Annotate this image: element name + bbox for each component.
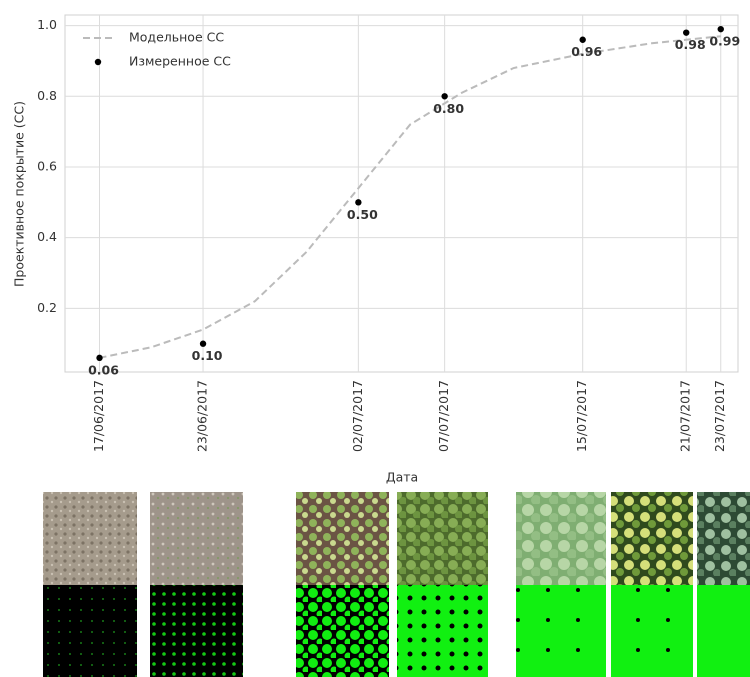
photo xyxy=(397,492,488,585)
y-tick-label: 0.2 xyxy=(37,300,57,315)
x-tick-label: 17/06/2017 xyxy=(91,380,106,452)
photo xyxy=(296,492,389,585)
data-label: 0.96 xyxy=(571,44,602,59)
data-label: 0.06 xyxy=(88,362,119,377)
data-point xyxy=(96,355,102,361)
data-label: 0.50 xyxy=(347,207,378,222)
y-tick-label: 0.8 xyxy=(37,88,57,103)
y-tick-label: 0.6 xyxy=(37,158,57,173)
data-point xyxy=(579,37,585,43)
data-label: 0.98 xyxy=(675,37,706,52)
data-point xyxy=(355,199,361,205)
plot-area xyxy=(65,15,738,372)
data-label: 0.10 xyxy=(192,348,223,363)
photo xyxy=(697,492,750,585)
legend-label: Измеренное СС xyxy=(129,54,231,69)
photo xyxy=(516,492,606,585)
photo xyxy=(43,492,137,585)
plot-frame xyxy=(65,15,738,372)
y-axis-label: Проективное покрытие (СС) xyxy=(12,101,27,287)
data-point xyxy=(718,26,724,32)
x-tick-label: 15/07/2017 xyxy=(574,380,589,452)
data-label: 0.99 xyxy=(709,34,740,49)
mask xyxy=(397,585,488,677)
mask xyxy=(43,585,137,677)
data-label: 0.80 xyxy=(433,101,464,116)
data-point xyxy=(683,29,689,35)
mask xyxy=(611,585,693,677)
mask xyxy=(516,585,606,677)
x-axis-label: Дата xyxy=(386,470,418,485)
x-tick-label: 02/07/2017 xyxy=(350,380,365,452)
chart: Проективное покрытие (СС) Дата 0.2 0.4 0.6… xyxy=(0,0,750,677)
x-tick-label: 21/07/2017 xyxy=(678,380,693,452)
mask xyxy=(697,585,750,677)
x-tick-label: 23/06/2017 xyxy=(195,380,210,452)
photo xyxy=(150,492,243,585)
y-tick-label: 0.4 xyxy=(37,229,57,244)
data-point xyxy=(441,93,447,99)
data-point xyxy=(200,341,206,347)
photo-strip xyxy=(43,492,750,677)
legend-swatch xyxy=(95,59,101,65)
photo xyxy=(611,492,693,585)
y-tick-label: 1.0 xyxy=(37,17,57,32)
x-tick-label: 23/07/2017 xyxy=(712,380,727,452)
mask xyxy=(150,585,243,677)
legend-label: Модельное СС xyxy=(129,30,224,45)
x-tick-label: 07/07/2017 xyxy=(436,380,451,452)
mask xyxy=(296,585,389,677)
